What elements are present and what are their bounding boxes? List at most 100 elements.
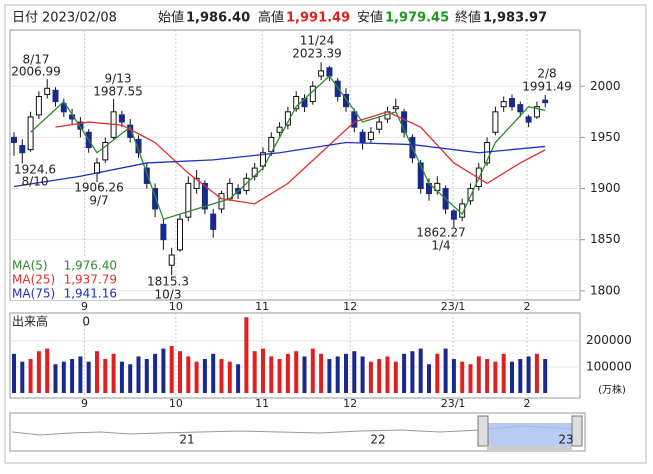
volume-bar [476,356,481,393]
volume-bar [385,356,390,393]
field-label: 終値 [455,10,481,26]
y-tick-label: 1850 [590,232,621,246]
x-tick-label: 11 [255,397,269,410]
annotation-date: 8/17 [23,53,50,67]
legend-value: 1,941.16 [64,287,117,301]
volume-bar [103,359,108,393]
candle-body [492,111,499,133]
field-label: 始値 [158,10,184,26]
annotation-price: 2023.39 [292,47,342,61]
candle-body [533,106,540,118]
candle-body [293,95,300,110]
field-value: 1,983.97 [483,11,547,26]
volume-bar [169,345,174,393]
field-value: 1,986.40 [186,11,250,26]
navigator-selection[interactable] [487,423,572,450]
x-tick-label: 10 [169,300,183,313]
volume-label: 出来高 [12,314,48,329]
volume-bar [78,356,83,393]
annotation-date: 11/24 [300,34,335,48]
volume-bar [36,351,41,393]
volume-bar [302,356,307,393]
x-tick-label: 23/1 [441,300,466,313]
volume-bar [294,351,299,393]
x-tick-label: 2 [523,300,530,313]
field-value: 1,979.45 [385,11,449,26]
candle-body [367,131,374,140]
volume-bar [418,348,423,393]
y-tick-label: 1900 [590,181,621,195]
volume-bar [53,364,58,393]
candle-body [260,152,266,167]
candle-body [135,138,142,154]
volume-bar [377,359,382,393]
x-tick-label: 10 [169,397,183,410]
annotation-date: 9/7 [89,194,108,208]
volume-bar [28,359,33,393]
volume-bar [144,359,149,393]
volume-bar [335,356,340,393]
volume-bar [178,351,182,393]
volume-bar [277,359,282,393]
candle-body [525,116,532,123]
y-tick-label: 1800 [590,283,621,297]
volume-bar [360,356,365,393]
candle-body [210,213,217,230]
navigator-handle[interactable] [477,415,489,447]
volume-bar [186,356,191,393]
volume-bar [244,317,249,393]
volume-bar [319,353,324,393]
candle-body [309,85,316,103]
candle-body [143,167,150,184]
legend-name: MA(5) [12,259,48,273]
candle-body [417,162,424,190]
field-label: 安値 [357,10,383,26]
volume-bar [61,361,66,393]
volume-bar [111,353,116,393]
candle-body [19,145,26,154]
moving-average [55,111,546,205]
volume-bar [543,359,548,393]
candle-body [509,98,515,108]
volume-bar [368,361,373,393]
candle-body [318,70,325,77]
volume-bar [427,364,431,393]
volume-bar [344,353,348,393]
annotation-price: 1991.49 [522,80,572,94]
annotation-date: 8/10 [22,175,49,189]
volume-bar [352,351,357,393]
volume-bar [45,348,50,393]
volume-bar [435,353,440,393]
field-value: 1,991.49 [286,11,350,26]
x-tick-label: 11 [255,300,269,313]
volume-bar [161,348,166,393]
y-tick-label: 1950 [590,130,621,144]
x-tick-label: 9 [81,397,88,410]
navigator-label: 21 [179,433,194,447]
navigator: 21 22 23 [9,412,586,452]
x-tick-label: 12 [343,300,357,313]
candle-body [185,182,192,218]
volume-current: 0 [82,315,90,329]
candle-body [102,142,109,161]
volume-bar [393,361,398,393]
volume-bar [119,361,124,393]
volume-bar [70,359,75,393]
candle-body [351,111,358,128]
navigator-handle[interactable] [571,415,583,447]
candle-body [542,99,549,104]
annotation-price: 1906.26 [74,181,124,195]
candle-body [94,162,100,174]
volume-bar [86,361,91,393]
candle-body [201,182,208,210]
navigator-scrollbar[interactable] [487,446,572,451]
date-label: 日付 [12,11,38,26]
candle-body [459,203,466,218]
annotation-price: 1862.27 [416,226,466,240]
volume-bar [194,361,199,393]
navigator-label: 22 [370,433,385,447]
volume-bar [227,361,232,393]
candle-body [35,95,42,116]
volume-bar [468,364,473,393]
